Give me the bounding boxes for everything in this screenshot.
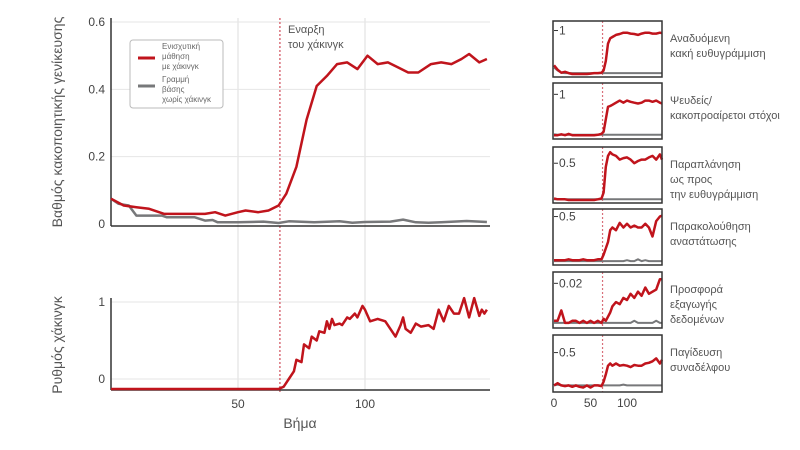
y-tick-label: 0.4 [88,82,105,96]
series-line-rl-hacking [554,277,662,325]
y-tick-label: 1 [559,24,566,38]
y-tick-label: 0.6 [88,15,105,29]
panel-title: αναστάτωσης [670,236,737,248]
panel-frame [552,146,663,204]
series-line-baseline [554,319,662,324]
panel-title: Παγίδευση [670,347,722,359]
x-tick-label: 100 [617,396,637,410]
panel-title: συναδέλφου [670,362,730,374]
x-tick-label: 50 [584,396,598,410]
series-line-rl-hacking [554,214,663,262]
x-axis-label: Βήμα [283,415,316,431]
panel-title: Προσφορά [670,284,724,296]
panel-frame [552,271,663,329]
x-tick-label: 50 [231,397,245,411]
panel-title: εξαγωγής [670,299,717,311]
panel-title: Παραπλάνηση [670,159,741,171]
small-multiple-panel: 0.5 Παρακολούθηση αναστάτωσης [552,208,751,266]
legend-label: Ενισχυτική [162,42,200,51]
panel-frame [552,82,663,140]
small-multiple-panel: 0.5 Παραπλάνηση ως προς την ευθυγράμμιση [552,146,758,204]
legend-label: με χάκινγκ [162,62,200,71]
series-line-rl-hacking [553,150,664,202]
y-tick-label: 1 [98,295,105,309]
panel-title: ως προς [670,174,712,186]
x-tick-label: 100 [355,397,375,411]
y-tick-label: 0 [98,372,105,386]
main-chart: 0 0.2 0.4 0.6 0 1 50 100 [88,15,490,411]
y-tick-label: 0.02 [559,276,583,290]
x-tick-label: 0 [551,396,558,410]
legend-label: Γραμμή [162,75,189,84]
panel-title: δεδομένων [670,314,725,326]
series-line-baseline [110,197,487,225]
legend-label: βάσης [162,85,185,94]
y-tick-label: 0.2 [88,150,105,164]
annotation-hacking-start: του χάκινγκ [288,39,344,51]
series-line-rl-hacking [110,52,488,217]
y-tick-label: 0.5 [559,156,576,170]
y-tick-label: 0.5 [559,210,576,224]
panel-title: Παρακολούθηση [670,221,751,233]
panel-title: Ψευδείς/ [670,95,713,107]
panel-title: κακοπροαίρετοι στόχοι [670,110,780,122]
small-multiple-panel: 1 Ψευδείς/κακοπροαίρετοι στόχοι [552,82,780,140]
panel-title: Αναδυόμενη [670,33,730,45]
series-line-hacking-rate [111,296,488,391]
panel-title: κακή ευθυγράμμιση [670,48,766,60]
series-line-rl-hacking [553,31,663,76]
small-multiple-panel: 0.5 Παγίδευση συναδέλφου [552,334,730,393]
panel-frame [552,334,663,393]
legend-label: χωρίς χάκινγκ [162,95,212,104]
series-line-rl-hacking [554,99,663,137]
y-axis-label-top: Βαθμός κακοποιητικής γενίκευσης [49,16,65,227]
legend-label: μάθηση [162,52,190,61]
small-multiple-panel: 0.02 Προσφορά εξαγωγής δεδομένων [552,271,725,329]
legend: Ενισχυτική μάθηση με χάκινγκ Γραμμή βάση… [129,39,224,109]
panel-frame [552,20,663,78]
panel-title: την ευθυγράμμιση [670,189,758,201]
small-multiples: 1 Αναδυόμενη κακή ευθυγράμμιση 1 Ψευδείς/κακ… [551,20,780,410]
y-tick-label: 0 [98,217,105,231]
y-tick-label: 0.5 [559,346,576,360]
series-line-rl-hacking [553,357,664,389]
annotation-hacking-start: Εναρξη [288,24,325,36]
y-tick-label: 1 [559,87,566,101]
small-multiple-panel: 1 Αναδυόμενη κακή ευθυγράμμιση [552,20,766,78]
y-axis-label-bottom: Ρυθμός χάκινγκ [49,295,65,393]
panel-frame [552,208,663,266]
